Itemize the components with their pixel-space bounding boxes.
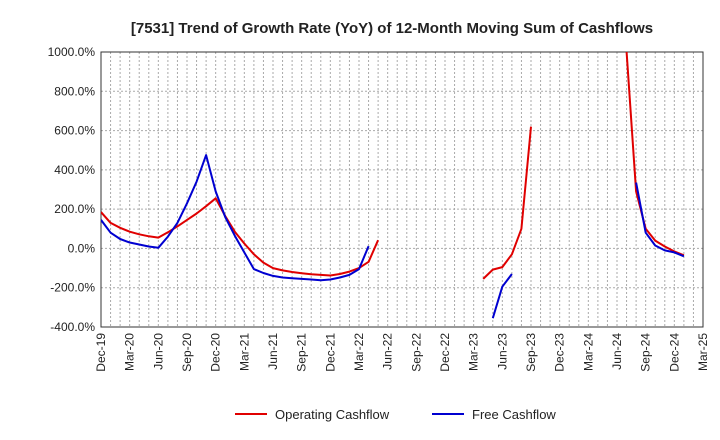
- plot-area: [100, 51, 704, 328]
- x-tick-label: Mar-21: [237, 333, 251, 371]
- x-tick-label: Mar-23: [467, 333, 481, 371]
- chart-title: [7531] Trend of Growth Rate (YoY) of 12-…: [131, 20, 653, 37]
- legend-label: Free Cashflow: [472, 407, 556, 422]
- grid: [100, 51, 704, 328]
- x-axis: Dec-19 Mar-20 Jun-20 Sep-20 Dec-20 Mar-21 Jun-…: [94, 333, 710, 372]
- x-tick-label: Dec-24: [667, 333, 681, 372]
- x-tick-label: Jun-21: [266, 333, 280, 370]
- y-tick-label: -200.0%: [50, 281, 95, 295]
- x-tick-label: Jun-24: [610, 333, 624, 370]
- x-tick-label: Jun-22: [381, 333, 395, 370]
- series-line-free-cashflow: [101, 154, 370, 282]
- y-tick-label: 800.0%: [54, 84, 95, 98]
- series-line-free-cashflow: [635, 182, 685, 258]
- x-tick-label: Sep-22: [409, 333, 423, 372]
- series-line-operating-cashflow: [101, 197, 380, 277]
- legend-label: Operating Cashflow: [275, 407, 390, 422]
- x-tick-label: Dec-23: [553, 333, 567, 372]
- series-line-operating-cashflow: [482, 126, 532, 280]
- x-tick-label: Dec-19: [94, 333, 108, 372]
- series-lines: [101, 52, 685, 319]
- y-axis: 1000.0% 800.0% 600.0% 400.0% 200.0% 0.0% -200.…: [48, 45, 96, 334]
- x-tick-label: Dec-20: [209, 333, 223, 372]
- x-tick-label: Sep-21: [295, 333, 309, 372]
- y-tick-label: 400.0%: [54, 163, 95, 177]
- x-tick-label: Mar-25: [696, 333, 710, 371]
- x-tick-label: Sep-24: [639, 333, 653, 372]
- x-tick-label: Mar-24: [581, 333, 595, 371]
- legend: Operating Cashflow Free Cashflow: [235, 407, 556, 422]
- series-line-free-cashflow: [491, 273, 513, 319]
- y-tick-label: 0.0%: [68, 241, 96, 255]
- y-tick-label: 600.0%: [54, 124, 95, 138]
- x-tick-label: Dec-21: [323, 333, 337, 372]
- x-tick-label: Sep-20: [180, 333, 194, 372]
- y-tick-label: 200.0%: [54, 202, 95, 216]
- x-tick-label: Mar-22: [352, 333, 366, 371]
- x-tick-label: Jun-23: [495, 333, 509, 370]
- y-tick-label: 1000.0%: [48, 45, 96, 59]
- y-tick-label: -400.0%: [50, 320, 95, 334]
- x-tick-label: Mar-20: [123, 333, 137, 371]
- x-tick-label: Jun-20: [151, 333, 165, 370]
- x-tick-label: Dec-22: [438, 333, 452, 372]
- x-tick-label: Sep-23: [524, 333, 538, 372]
